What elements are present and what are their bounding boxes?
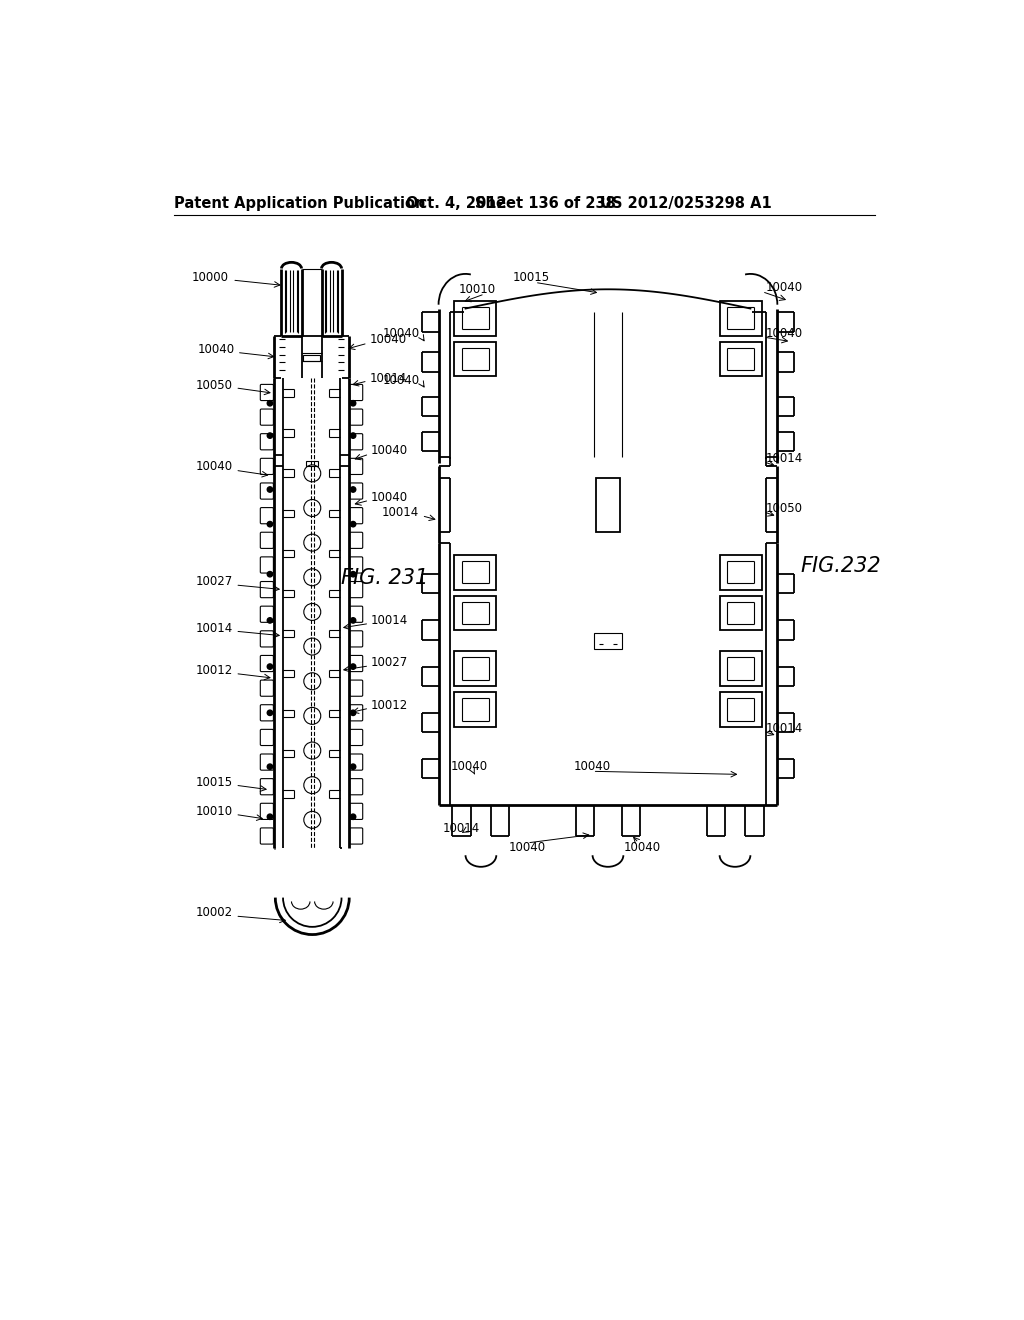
Circle shape	[267, 433, 272, 438]
Text: 10040: 10040	[382, 374, 419, 387]
Bar	[720, 692, 762, 726]
Text: 10014: 10014	[196, 622, 233, 635]
Circle shape	[267, 618, 272, 623]
Text: 10040: 10040	[766, 281, 803, 294]
Bar	[303, 355, 319, 360]
Circle shape	[350, 618, 355, 623]
Circle shape	[267, 572, 272, 577]
Bar	[454, 651, 497, 686]
Text: 10010: 10010	[459, 282, 496, 296]
Circle shape	[350, 400, 355, 407]
Circle shape	[267, 487, 272, 492]
Text: 10040: 10040	[624, 841, 662, 854]
Text: 10040: 10040	[370, 333, 407, 346]
Text: 10002: 10002	[196, 907, 233, 920]
Text: 10050: 10050	[196, 379, 233, 392]
Bar	[596, 478, 620, 532]
Text: 10040: 10040	[509, 841, 546, 854]
Bar	[306, 461, 318, 466]
Text: 10040: 10040	[196, 459, 233, 473]
Circle shape	[267, 764, 272, 770]
Circle shape	[350, 710, 355, 715]
Text: US 2012/0253298 A1: US 2012/0253298 A1	[600, 195, 772, 211]
Text: 10014: 10014	[766, 722, 803, 735]
Bar	[594, 634, 622, 649]
Circle shape	[350, 664, 355, 669]
Text: FIG.232: FIG.232	[801, 557, 881, 577]
Circle shape	[267, 400, 272, 407]
Circle shape	[350, 814, 355, 820]
Circle shape	[350, 764, 355, 770]
Text: 10040: 10040	[382, 327, 419, 341]
Circle shape	[267, 521, 272, 527]
Text: Oct. 4, 2012: Oct. 4, 2012	[407, 195, 507, 211]
Text: 10014: 10014	[382, 506, 419, 519]
Text: 10040: 10040	[198, 343, 234, 356]
Text: 10040: 10040	[766, 327, 803, 341]
Bar	[720, 554, 762, 590]
Bar	[720, 342, 762, 376]
Bar	[720, 301, 762, 335]
Text: FIG. 231: FIG. 231	[341, 568, 428, 587]
Text: 10027: 10027	[371, 656, 408, 669]
Circle shape	[350, 433, 355, 438]
Text: 10014: 10014	[370, 372, 407, 385]
Bar	[720, 651, 762, 686]
Text: 10015: 10015	[512, 271, 550, 284]
Text: Patent Application Publication: Patent Application Publication	[174, 195, 426, 211]
Circle shape	[350, 572, 355, 577]
Text: 10012: 10012	[196, 664, 233, 677]
Bar	[454, 554, 497, 590]
Circle shape	[267, 664, 272, 669]
Circle shape	[350, 487, 355, 492]
Bar	[454, 692, 497, 726]
Circle shape	[350, 521, 355, 527]
Text: Sheet 136 of 238: Sheet 136 of 238	[475, 195, 615, 211]
Bar	[454, 595, 497, 631]
Text: 10014: 10014	[443, 822, 480, 834]
Text: 10027: 10027	[196, 576, 233, 589]
Circle shape	[267, 814, 272, 820]
Text: 10040: 10040	[574, 760, 611, 774]
Circle shape	[267, 710, 272, 715]
Text: 10014: 10014	[766, 453, 803, 465]
Text: 10014: 10014	[371, 614, 408, 627]
Text: 10040: 10040	[451, 760, 487, 774]
Bar	[454, 301, 497, 335]
Text: 10000: 10000	[193, 271, 229, 284]
Text: 10040: 10040	[371, 491, 408, 504]
Text: 10012: 10012	[371, 698, 408, 711]
Bar	[720, 595, 762, 631]
Text: 10040: 10040	[371, 445, 408, 458]
Text: 10010: 10010	[196, 805, 233, 818]
Bar	[454, 342, 497, 376]
Text: 10015: 10015	[196, 776, 233, 788]
Text: 10050: 10050	[766, 502, 803, 515]
